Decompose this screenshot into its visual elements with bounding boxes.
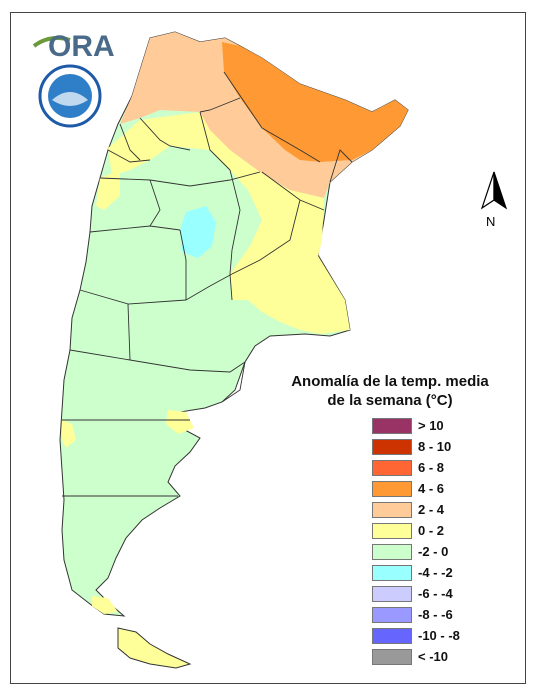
legend-item: -4 - -2	[372, 565, 522, 583]
legend-item: 8 - 10	[372, 439, 522, 457]
zone-minus4-minus2	[180, 206, 216, 258]
tierra-del-fuego	[117, 627, 192, 669]
legend-item: 0 - 2	[372, 523, 522, 541]
legend-swatch	[372, 607, 412, 623]
province-borders	[62, 71, 353, 497]
zone-0-2-south	[92, 596, 118, 614]
legend-item: < -10	[372, 649, 522, 667]
legend-title: Anomalía de la temp. media de la semana …	[290, 372, 490, 410]
legend-item: -8 - -6	[372, 607, 522, 625]
legend-label: -8 - -6	[418, 607, 453, 622]
legend-item: 4 - 6	[372, 481, 522, 499]
zone-0-2-west	[96, 170, 120, 210]
legend-label: 2 - 4	[418, 502, 445, 517]
legend-swatch	[372, 439, 412, 455]
legend-label: 8 - 10	[418, 439, 452, 454]
ora-logo-text: ORA	[48, 30, 115, 63]
legend-label: -2 - 0	[418, 544, 449, 559]
smn-seal-icon	[38, 64, 102, 128]
legend-label: < -10	[418, 649, 448, 664]
legend-swatch	[372, 565, 412, 581]
legend-swatch	[372, 481, 412, 497]
legend-swatch	[372, 460, 412, 476]
legend-label: -4 - -2	[418, 565, 453, 580]
legend-label: 6 - 8	[418, 460, 445, 475]
legend-swatch	[372, 418, 412, 434]
legend-swatch	[372, 502, 412, 518]
zone-0-2-coast-1	[62, 420, 76, 448]
legend-swatch	[372, 628, 412, 644]
legend-label: 0 - 2	[418, 523, 445, 538]
zone-0-2-coast-2	[166, 410, 194, 434]
legend-item: 6 - 8	[372, 460, 522, 478]
legend-swatch	[372, 649, 412, 665]
zone-0-2-north	[108, 112, 350, 334]
legend-label: > 10	[418, 418, 444, 433]
legend-title-line1: Anomalía de la temp. media	[291, 373, 489, 390]
legend-item: -2 - 0	[372, 544, 522, 562]
legend-swatch	[372, 544, 412, 560]
legend-item: 2 - 4	[372, 502, 522, 520]
legend-item: -6 - -4	[372, 586, 522, 604]
legend-item: > 10	[372, 418, 522, 436]
legend-item: -10 - -8	[372, 628, 522, 646]
north-arrow-label: N	[486, 214, 496, 229]
legend-swatch	[372, 586, 412, 602]
legend-label: 4 - 6	[418, 481, 445, 496]
legend-swatch	[372, 523, 412, 539]
north-arrow-icon	[480, 171, 508, 210]
legend-title-line2: de la semana (°C)	[327, 392, 453, 409]
legend-label: -10 - -8	[418, 628, 460, 643]
legend-label: -6 - -4	[418, 586, 453, 601]
ora-logo: ORA	[32, 30, 115, 63]
